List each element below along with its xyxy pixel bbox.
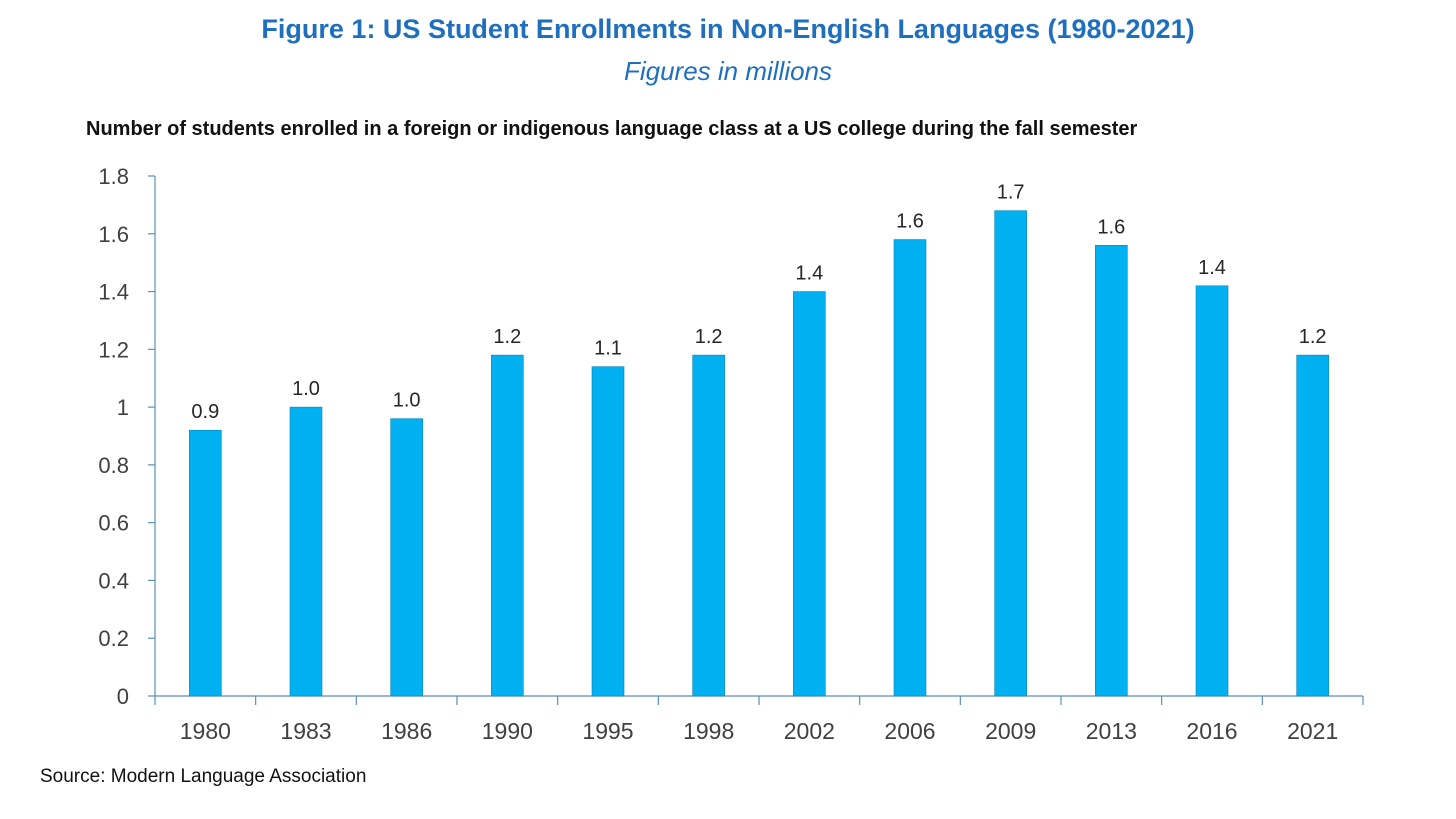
bar-1998 (692, 354, 725, 697)
x-tick-label-2009: 2009 (985, 718, 1036, 744)
y-tick-label: 1.2 (98, 337, 129, 362)
y-tick-label: 0.2 (98, 626, 129, 651)
x-tick-label-2006: 2006 (884, 718, 935, 744)
y-tick-label: 0 (117, 684, 129, 709)
bar-2013 (1095, 245, 1128, 697)
y-tick-label: 1.8 (98, 164, 129, 189)
y-axis: 0 0.2 0.4 0.6 0.8 1 1.2 1.4 1.6 1.8 (98, 164, 156, 709)
data-labels: 0.9 1.0 1.0 1.2 1.1 1.2 1.4 1.6 1.7 1.6 1.4 1.2 (191, 182, 1326, 424)
x-tick-label-1983: 1983 (280, 718, 331, 744)
bar-2009 (994, 210, 1027, 697)
bar-1983 (289, 406, 323, 697)
bar-2002 (793, 291, 826, 697)
data-label-2016: 1.4 (1198, 257, 1226, 279)
x-axis: 1980 1983 1986 1990 1995 1998 2002 2006 2009 2013… (154, 695, 1364, 744)
bar-2006 (893, 239, 927, 697)
bar-2021 (1296, 354, 1329, 697)
figure-subtitle: Figures in millions (623, 56, 833, 86)
y-tick-label: 1.4 (98, 280, 129, 305)
x-tick-label-1998: 1998 (683, 718, 734, 744)
bar-1995 (591, 366, 625, 697)
y-tick-label: 0.6 (98, 511, 129, 536)
data-label-1990: 1.2 (493, 326, 521, 348)
data-label-1998: 1.2 (695, 326, 723, 348)
x-tick-label-2016: 2016 (1186, 718, 1237, 744)
x-tick-label-1990: 1990 (482, 718, 533, 744)
source-note: Source: Modern Language Association (40, 766, 367, 787)
data-label-2013: 1.6 (1097, 216, 1125, 238)
data-label-1983: 1.0 (292, 378, 320, 400)
bar-2016 (1195, 285, 1229, 697)
chart-title: Number of students enrolled in a foreign… (86, 118, 1138, 140)
y-tick-label: 0.4 (98, 568, 129, 593)
x-tick-label-1995: 1995 (582, 718, 633, 744)
data-label-2009: 1.7 (997, 182, 1025, 204)
data-label-2002: 1.4 (795, 263, 823, 285)
x-tick-label-2021: 2021 (1287, 718, 1338, 744)
x-tick-label-1986: 1986 (381, 718, 432, 744)
bar-1986 (390, 418, 423, 697)
bar-1980 (189, 429, 222, 697)
data-label-2006: 1.6 (896, 211, 924, 233)
y-tick-label: 1 (117, 395, 129, 420)
data-label-2021: 1.2 (1299, 326, 1327, 348)
data-label-1995: 1.1 (594, 338, 622, 360)
bars (189, 210, 1329, 697)
x-tick-label-1980: 1980 (180, 718, 231, 744)
x-tick-label-2013: 2013 (1086, 718, 1137, 744)
figure-title: Figure 1: US Student Enrollments in Non-… (261, 14, 1195, 44)
data-label-1986: 1.0 (393, 390, 421, 412)
y-tick-label: 1.6 (98, 222, 129, 247)
data-label-1980: 0.9 (191, 401, 219, 423)
x-tick-label-2002: 2002 (784, 718, 835, 744)
y-tick-label: 0.8 (98, 453, 129, 478)
bar-1990 (491, 354, 524, 697)
